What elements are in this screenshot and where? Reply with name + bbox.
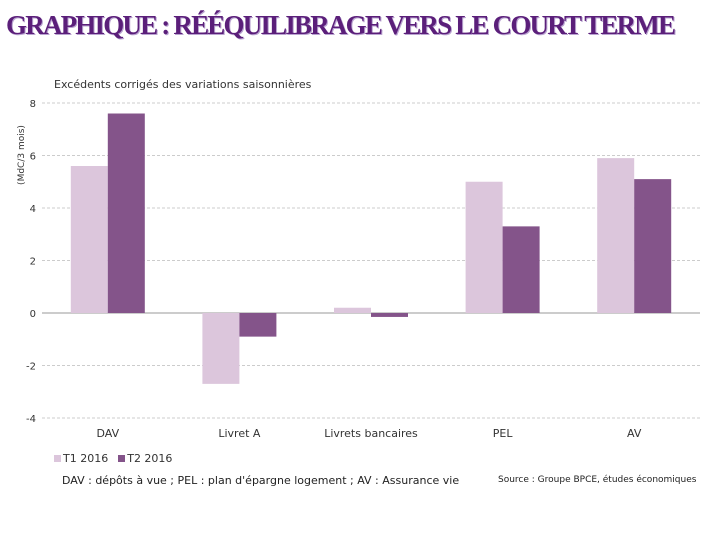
bar-2 [107, 113, 145, 313]
bar-2 [239, 313, 277, 337]
y-tick-label: 8 [30, 99, 36, 110]
y-tick-label: 6 [30, 152, 36, 163]
legend: T1 2016 T2 2016 [54, 452, 172, 465]
legend-item-t2: T2 2016 [118, 452, 172, 465]
bar-2 [502, 226, 540, 313]
bar-2 [634, 179, 672, 313]
bar-1 [334, 307, 371, 313]
legend-swatch [54, 455, 61, 462]
bar-1 [70, 166, 108, 313]
legend-label: T2 2016 [127, 452, 173, 465]
x-tick-label: DAV [96, 427, 119, 440]
chart-subtitle: Excédents corrigés des variations saison… [54, 78, 312, 91]
footnote: DAV : dépôts à vue ; PEL : plan d'épargn… [62, 474, 460, 487]
x-tick-label: PEL [493, 427, 514, 440]
y-tick-label: 2 [30, 257, 36, 268]
legend-label: T1 2016 [63, 452, 109, 465]
x-tick-label: Livrets bancaires [324, 427, 418, 440]
y-tick-label: -2 [26, 362, 36, 373]
legend-item-t1: T1 2016 [54, 452, 108, 465]
x-tick-label: AV [627, 427, 642, 440]
y-tick-label: -4 [26, 414, 36, 425]
y-tick-label: 0 [30, 309, 36, 320]
bar-2 [371, 313, 408, 317]
x-tick-label: Livret A [218, 427, 261, 440]
source-note: Source : Groupe BPCE, études économiques [498, 475, 697, 485]
bar-1 [202, 313, 240, 384]
bar-1 [465, 181, 503, 313]
page-title: GRAPHIQUE : RÉÉQUILIBRAGE VERS LE COURT … [6, 10, 676, 40]
legend-swatch [118, 455, 126, 462]
y-tick-label: 4 [30, 204, 36, 215]
bar-1 [597, 158, 635, 313]
